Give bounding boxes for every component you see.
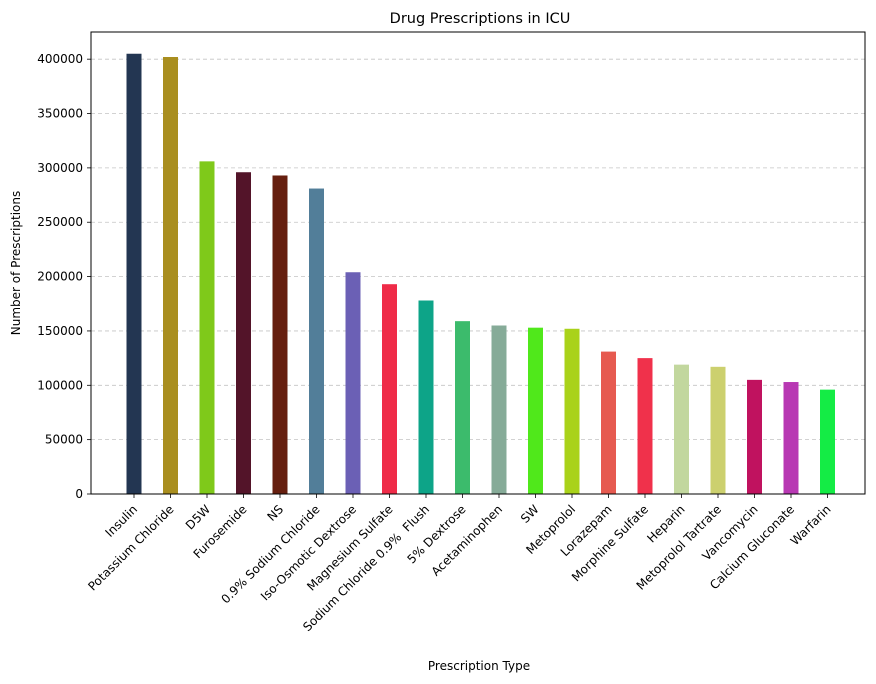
- bar: [710, 366, 726, 494]
- bar: [163, 57, 178, 495]
- x-tick-label: NS: [264, 502, 286, 524]
- bar: [126, 53, 142, 494]
- bar: [820, 389, 835, 494]
- y-tick-label: 350000: [37, 107, 83, 121]
- bar: [783, 382, 799, 494]
- y-axis-label: Number of Prescriptions: [9, 191, 23, 335]
- bar: [528, 327, 543, 494]
- grid-lines: [91, 58, 865, 495]
- y-tick-label: 0: [75, 487, 83, 501]
- y-tick-label: 300000: [37, 161, 83, 175]
- y-tick-label: 250000: [37, 215, 83, 229]
- y-tick-label: 100000: [37, 378, 83, 392]
- chart-title: Drug Prescriptions in ICU: [390, 11, 571, 27]
- plot-frame: [90, 31, 866, 495]
- bar: [674, 364, 689, 494]
- bar: [637, 358, 653, 494]
- bars-group: [126, 53, 835, 495]
- bar: [236, 172, 251, 494]
- y-tick-label: 200000: [37, 270, 83, 284]
- y-tick-label: 400000: [37, 52, 83, 66]
- bar: [382, 284, 397, 494]
- bar: [199, 161, 215, 495]
- x-tick-label: Warfarin: [788, 502, 834, 548]
- bar: [491, 325, 507, 494]
- bar: [272, 175, 288, 494]
- bar: [418, 300, 434, 494]
- x-tick-label: SW: [518, 502, 542, 526]
- x-axis-label: Prescription Type: [428, 659, 530, 673]
- bar: [455, 321, 470, 494]
- bar: [309, 188, 324, 494]
- bar: [564, 328, 580, 494]
- bar: [747, 379, 762, 494]
- y-axis-ticks: 0 50000 100000 150000 200000 250000 300000 3500…: [37, 52, 91, 501]
- y-tick-label: 150000: [37, 324, 83, 338]
- y-tick-label: 50000: [45, 433, 83, 447]
- bar: [601, 351, 616, 494]
- bar: [345, 272, 361, 494]
- x-tick-label: D5W: [183, 502, 213, 532]
